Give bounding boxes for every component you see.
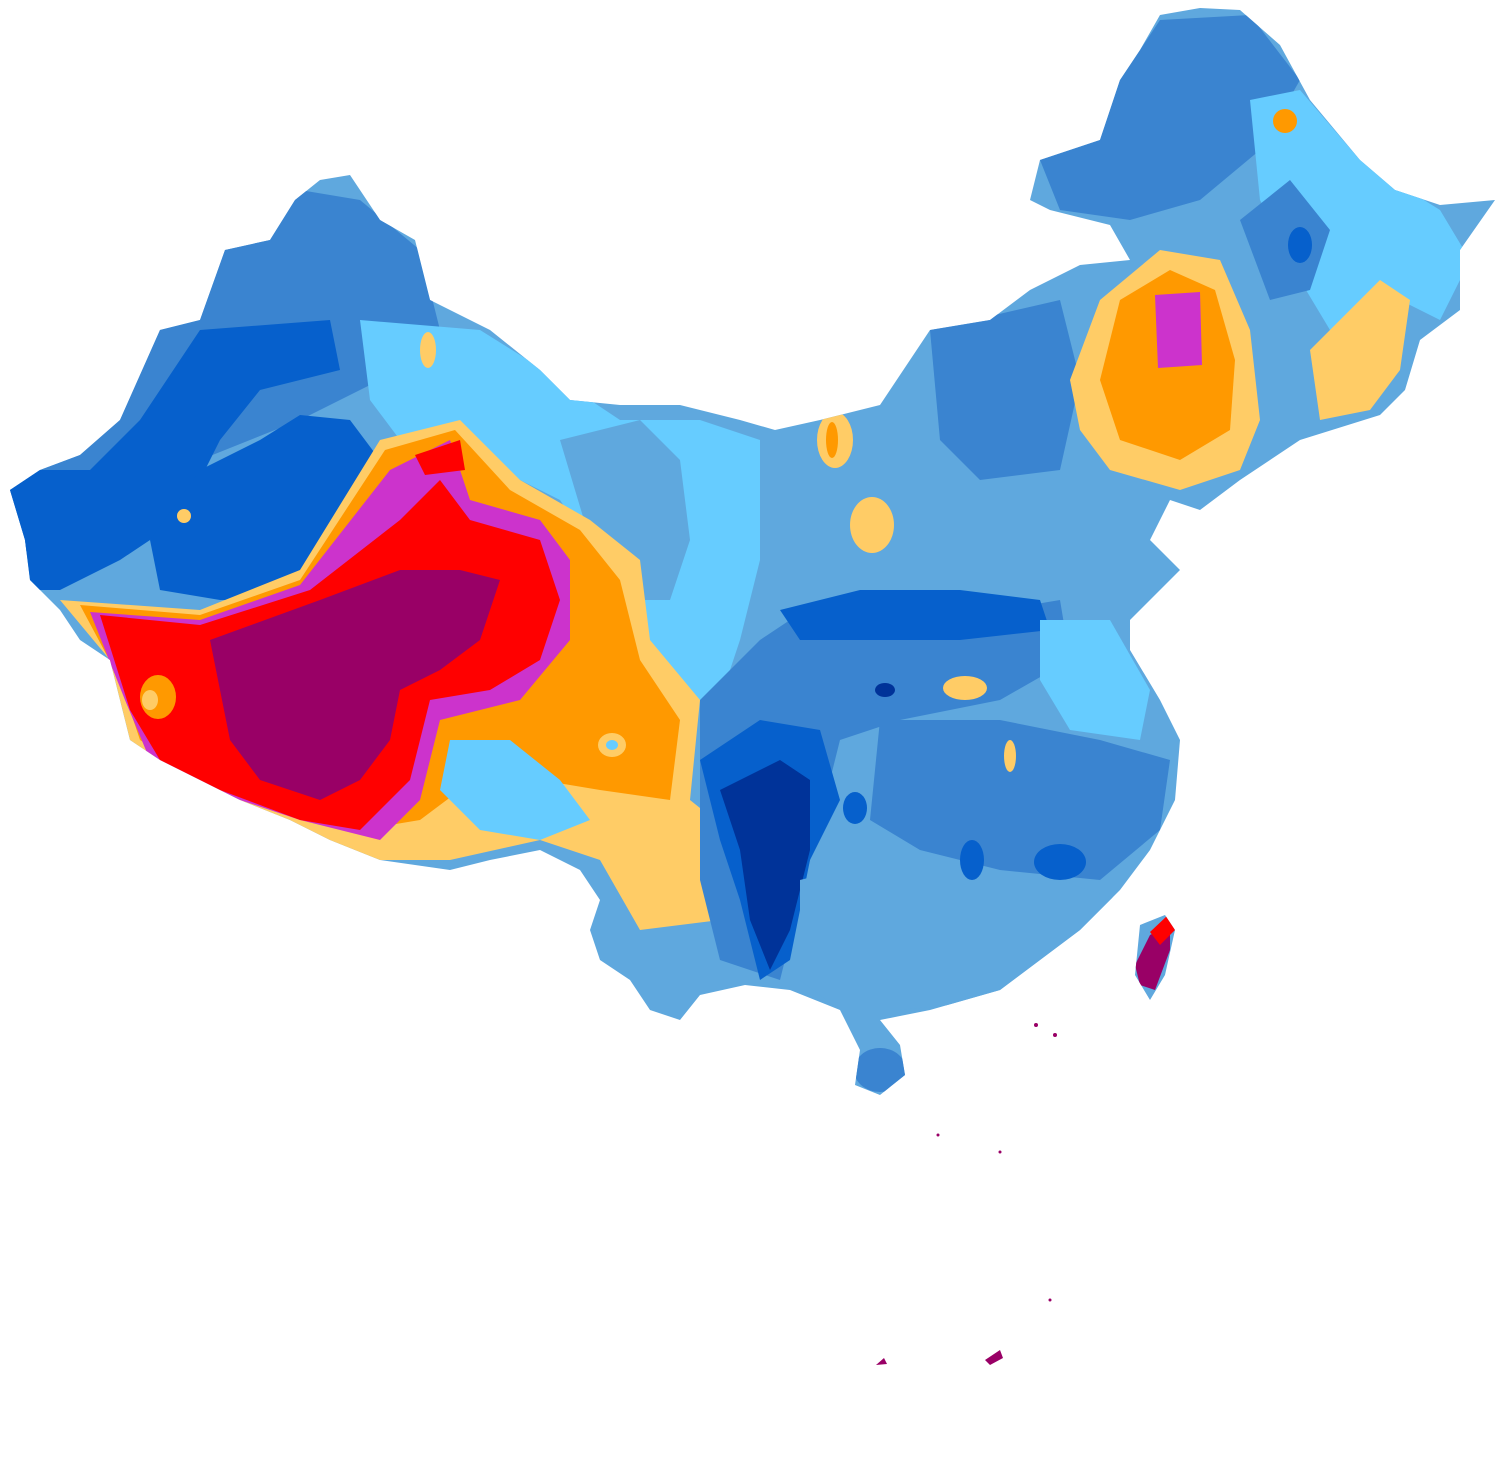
contour-spot: [854, 1048, 906, 1092]
island-specks: [876, 1023, 1057, 1365]
contour-band: [210, 570, 500, 800]
contour-band: [1040, 620, 1150, 740]
contour-band: [720, 760, 810, 970]
contour-spot: [876, 1358, 887, 1365]
contour-spot: [826, 422, 838, 458]
contour-spot: [1288, 227, 1312, 263]
contour-band: [1240, 180, 1330, 300]
contour-spot: [850, 497, 894, 553]
contour-band: [930, 300, 1080, 480]
contour-spot: [142, 690, 158, 710]
contour-spot: [936, 1133, 940, 1137]
contour-spot: [1034, 1023, 1038, 1027]
contour-band: [870, 720, 1170, 880]
contour-spot: [420, 332, 436, 368]
contour-band: [560, 420, 690, 600]
contour-spot: [1053, 1033, 1057, 1037]
contour-spot: [843, 792, 867, 824]
contour-band: [440, 740, 590, 840]
contour-spot: [1273, 109, 1297, 133]
contour-band: [10, 320, 340, 590]
contour-band: [360, 320, 760, 700]
contour-spot: [606, 740, 618, 750]
contour-band: [1040, 15, 1300, 220]
contour-spot: [943, 676, 987, 700]
contour-spot: [985, 1350, 1003, 1365]
contour-spot: [177, 509, 191, 523]
contour-spot: [1004, 740, 1016, 772]
contour-band: [1310, 280, 1410, 420]
contour-spot: [1034, 844, 1086, 880]
contour-spot: [875, 683, 895, 697]
contour-spot: [960, 840, 984, 880]
contour-spot: [998, 1150, 1002, 1154]
contour-band: [415, 440, 465, 475]
contour-band: [1155, 292, 1202, 368]
contour-band: [1150, 915, 1175, 945]
contour-band: [780, 590, 1050, 640]
contour-spot: [1048, 1298, 1052, 1302]
